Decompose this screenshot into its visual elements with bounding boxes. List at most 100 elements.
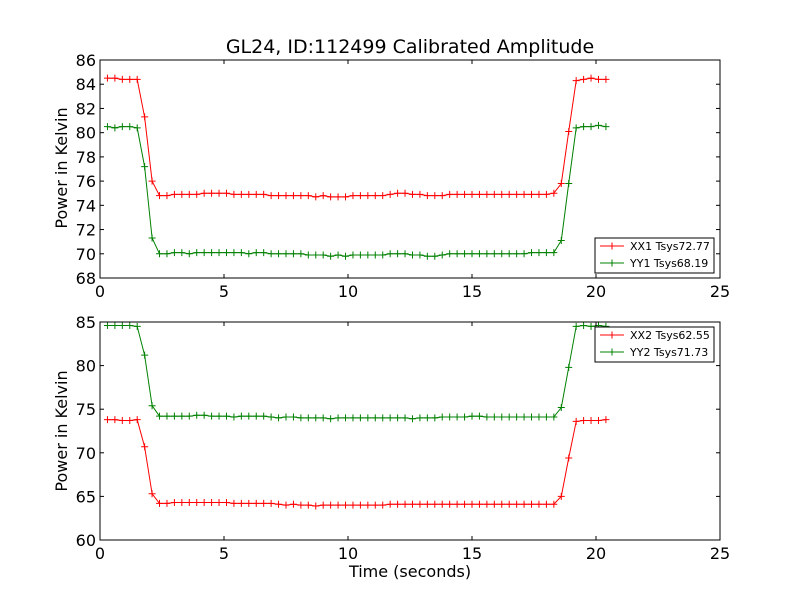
y-tick-label: 78 [76, 148, 96, 167]
data-point [349, 192, 357, 200]
data-point [542, 249, 550, 257]
data-point [431, 252, 439, 260]
data-point [289, 250, 297, 258]
data-point [156, 250, 164, 258]
data-point [215, 249, 223, 257]
data-point [394, 500, 402, 508]
data-point [520, 250, 528, 258]
data-point [267, 250, 275, 258]
data-point [535, 190, 543, 198]
data-point [550, 413, 558, 421]
data-point [438, 192, 446, 200]
data-point [572, 77, 580, 85]
data-point [304, 501, 312, 509]
data-point [200, 249, 208, 257]
data-point [141, 351, 149, 359]
data-point [312, 414, 320, 422]
data-point [587, 322, 595, 330]
data-point [148, 490, 156, 498]
data-point [580, 417, 588, 425]
data-point [594, 75, 602, 83]
data-point [572, 417, 580, 425]
data-point [379, 192, 387, 200]
data-point [364, 501, 372, 509]
data-point [535, 500, 543, 508]
data-point [483, 500, 491, 508]
data-point [245, 412, 253, 420]
data-point [542, 413, 550, 421]
data-point [490, 413, 498, 421]
data-point [208, 412, 216, 420]
top-legend: XX1 Tsys72.77 YY1 Tsys68.19 [594, 237, 715, 274]
data-point [222, 249, 230, 257]
data-point [550, 249, 558, 257]
data-point [163, 250, 171, 258]
data-point [215, 499, 223, 507]
data-point [513, 500, 521, 508]
data-point [252, 249, 260, 257]
data-point [170, 190, 178, 198]
data-point [602, 416, 610, 424]
data-point [200, 189, 208, 197]
data-point [602, 123, 610, 131]
data-point [148, 177, 156, 185]
data-point [356, 192, 364, 200]
data-point [342, 501, 350, 509]
x-tick-label: 15 [462, 282, 482, 301]
data-point [141, 163, 149, 171]
y-tick-label: 75 [76, 400, 96, 419]
legend-label-yy2: YY2 Tsys71.73 [629, 346, 708, 359]
data-point [334, 501, 342, 509]
data-point [185, 190, 193, 198]
data-point [141, 443, 149, 451]
data-point [297, 414, 305, 422]
data-point [297, 250, 305, 258]
data-point [446, 250, 454, 258]
data-point [483, 413, 491, 421]
data-point [349, 501, 357, 509]
data-point [572, 322, 580, 330]
data-point [550, 500, 558, 508]
bottom-axes-frame [99, 321, 721, 541]
data-point [252, 190, 260, 198]
data-point [453, 500, 461, 508]
data-point [498, 190, 506, 198]
data-point [230, 499, 238, 507]
data-point [446, 413, 454, 421]
data-point [528, 249, 536, 257]
series-markers-xx1 [103, 74, 610, 201]
data-point [513, 190, 521, 198]
data-point [349, 414, 357, 422]
data-point [520, 413, 528, 421]
data-point [334, 193, 342, 201]
data-point [602, 75, 610, 83]
data-point [260, 412, 268, 420]
data-point [557, 403, 565, 411]
data-point [156, 412, 164, 420]
data-point [342, 252, 350, 260]
data-point [319, 414, 327, 422]
data-point [401, 250, 409, 258]
data-point [319, 251, 327, 259]
data-point [431, 414, 439, 422]
data-point [408, 190, 416, 198]
data-point [156, 192, 164, 200]
data-point [461, 190, 469, 198]
x-tick-label: 20 [586, 282, 606, 301]
data-point [342, 414, 350, 422]
top-plot-area: 0 5 10 15 20 25 68 70 72 74 76 78 80 82 84 86 [76, 51, 731, 301]
data-point [260, 249, 268, 257]
data-point [565, 127, 573, 135]
data-point [386, 414, 394, 422]
data-point [505, 500, 513, 508]
data-point [237, 249, 245, 257]
x-tick-label: 10 [338, 282, 358, 301]
data-point [275, 192, 283, 200]
data-point [319, 192, 327, 200]
data-point [371, 192, 379, 200]
legend-marker [608, 348, 616, 356]
data-point [401, 414, 409, 422]
data-point [111, 416, 119, 424]
